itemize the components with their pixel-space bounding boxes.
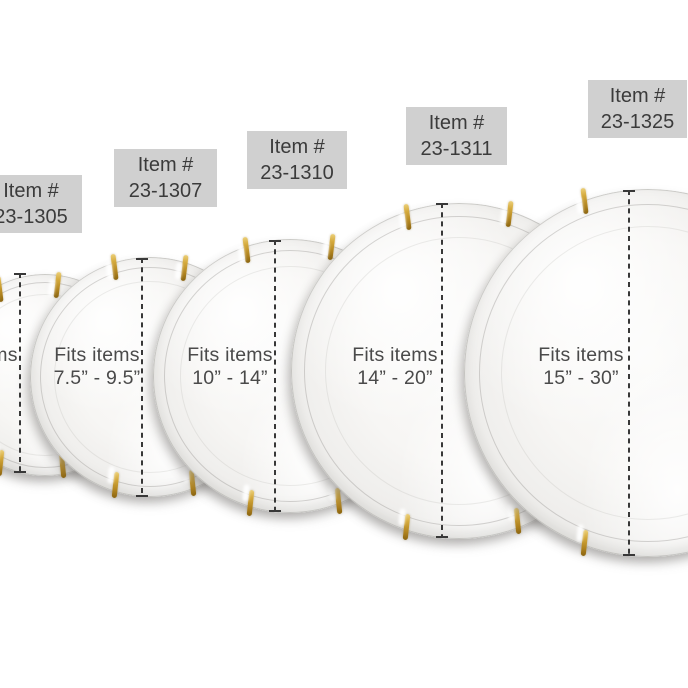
item-number-label-5: Item # 23-1325 — [588, 80, 687, 138]
item-number: 23-1311 — [420, 138, 493, 160]
fits-text-plate-4: Fits items 14” - 20” — [305, 344, 485, 389]
item-label: Item # — [3, 180, 59, 202]
item-number-label-2: Item # 23-1307 — [114, 149, 217, 207]
fits-label: Fits items — [0, 344, 18, 366]
fits-label: Fits items — [187, 344, 273, 366]
fits-text-plate-3: Fits items 10” - 14” — [140, 344, 320, 389]
item-number-label-3: Item # 23-1310 — [247, 131, 347, 189]
item-number-label-1: Item # 23-1305 — [0, 175, 82, 233]
item-label: Item # — [428, 112, 485, 134]
fits-range: 15” - 30” — [543, 367, 619, 389]
fits-label: Fits items — [54, 344, 140, 366]
item-label: Item # — [269, 136, 325, 158]
item-label: Item # — [609, 85, 666, 107]
fits-range: 10” - 14” — [192, 367, 268, 389]
item-number: 23-1305 — [0, 206, 68, 228]
fits-text-plate-1: Fits items — [0, 344, 65, 367]
fits-label: Fits items — [352, 344, 438, 366]
item-number: 23-1325 — [600, 111, 675, 133]
fits-range: 7.5” - 9.5” — [53, 367, 141, 389]
item-number-label-4: Item # 23-1311 — [406, 107, 507, 165]
item-number: 23-1307 — [128, 180, 203, 202]
fits-text-plate-2: Fits items 7.5” - 9.5” — [7, 344, 187, 389]
fits-range: 14” - 20” — [357, 367, 433, 389]
item-label: Item # — [137, 154, 194, 176]
fits-label: Fits items — [538, 344, 624, 366]
fits-text-plate-5: Fits items 15” - 30” — [491, 344, 671, 389]
item-number: 23-1310 — [260, 162, 334, 184]
